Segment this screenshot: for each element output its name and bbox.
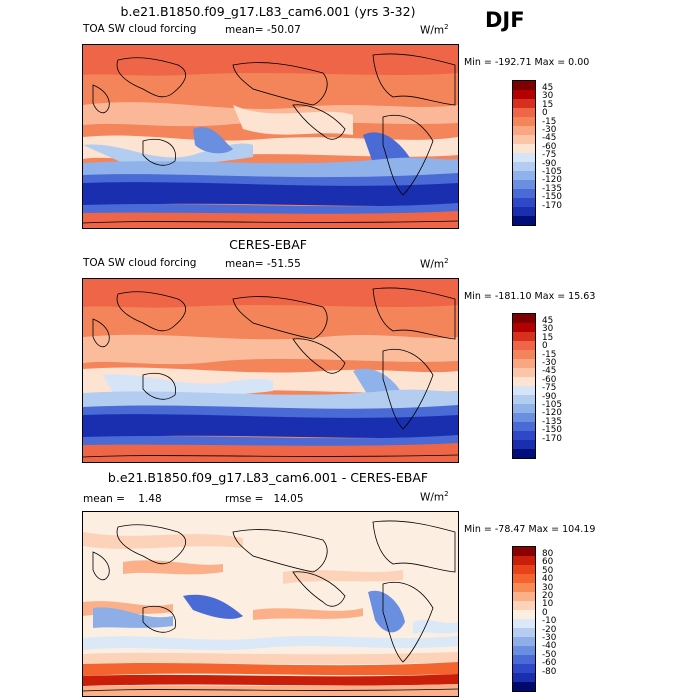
colorbar-tick: -135 [542, 416, 562, 427]
colorbar-tick: -50 [542, 649, 557, 660]
colorbar [512, 546, 536, 692]
colorbar-tick: 80 [542, 549, 554, 559]
colorbar-tick: -10 [542, 616, 557, 627]
colorbar-tick: -45 [542, 133, 557, 144]
panel-title: b.e21.B1850.f09_g17.L83_cam6.001 - CERES… [107, 470, 429, 485]
colorbar-tick-labels: 45 30 15 0 -15 -30 -45 -60 -75 -90 -105 … [542, 83, 562, 211]
min-max-label: Min = -181.10 Max = 15.63 [464, 291, 596, 302]
colorbar-tick: -60 [542, 658, 557, 669]
colorbar [512, 80, 536, 226]
colorbar-tick: -120 [542, 408, 562, 419]
min-max-label: Min = -192.71 Max = 0.00 [464, 57, 590, 68]
colorbar-tick: 45 [542, 83, 554, 93]
colorbar-tick: 50 [542, 565, 554, 576]
colorbar-tick: -40 [542, 641, 557, 652]
colorbar-tick: -75 [542, 383, 557, 394]
colorbar-tick-labels: 80 60 50 40 30 20 10 0 -10 -20 -30 -40 -… [542, 549, 557, 677]
colorbar-tick: -30 [542, 125, 557, 136]
map-plot [82, 278, 459, 463]
colorbar-tick: -170 [542, 200, 562, 211]
colorbar-tick: -30 [542, 358, 557, 369]
panel-title: CERES-EBAF [229, 237, 307, 252]
colorbar-tick: 0 [542, 607, 548, 618]
colorbar-tick: -75 [542, 150, 557, 161]
colorbar-tick: -120 [542, 175, 562, 186]
panel-title: b.e21.B1850.f09_g17.L83_cam6.001 (yrs 3-… [120, 4, 416, 19]
colorbar-tick: 20 [542, 591, 554, 602]
colorbar-tick: 60 [542, 557, 554, 568]
colorbar-tick: -150 [542, 192, 562, 203]
colorbar-tick: 0 [542, 108, 548, 119]
units-label: W/m2 [420, 23, 449, 37]
colorbar-tick: -60 [542, 141, 557, 152]
colorbar-tick: -150 [542, 425, 562, 436]
colorbar-tick: -15 [542, 349, 557, 360]
map-plot [82, 511, 459, 697]
colorbar-tick: -105 [542, 167, 562, 178]
colorbar-tick: -15 [542, 116, 557, 127]
colorbar-tick: 30 [542, 582, 554, 593]
colorbar-tick: 30 [542, 324, 554, 335]
colorbar-tick: -90 [542, 158, 557, 169]
colorbar-tick: -20 [542, 624, 557, 635]
colorbar-tick: -80 [542, 666, 557, 677]
colorbar-tick: -60 [542, 374, 557, 385]
colorbar-tick: -170 [542, 433, 562, 444]
colorbar-tick: 10 [542, 599, 554, 610]
colorbar-tick: -30 [542, 633, 557, 644]
colorbar-tick-labels: 45 30 15 0 -15 -30 -45 -60 -75 -90 -105 … [542, 316, 562, 444]
mean-label: mean= -50.07 [225, 24, 301, 36]
colorbar-tick: 0 [542, 341, 548, 352]
colorbar-tick: 15 [542, 332, 554, 343]
mean-label: mean= -51.55 [225, 258, 301, 270]
colorbar-tick: 40 [542, 574, 554, 585]
variable-label: TOA SW cloud forcing [83, 23, 197, 35]
season-label: DJF [485, 8, 525, 32]
colorbar-tick: 30 [542, 91, 554, 102]
mean-label: mean = 1.48 [83, 493, 162, 505]
colorbar-tick: 45 [542, 316, 554, 326]
units-label: W/m2 [420, 490, 449, 504]
min-max-label: Min = -78.47 Max = 104.19 [464, 524, 596, 535]
rmse-label: rmse = 14.05 [225, 493, 304, 505]
colorbar-tick: 15 [542, 99, 554, 110]
colorbar [512, 313, 536, 459]
map-plot [82, 44, 459, 229]
colorbar-tick: -135 [542, 183, 562, 194]
units-label: W/m2 [420, 257, 449, 271]
colorbar-tick: -105 [542, 400, 562, 411]
colorbar-tick: -90 [542, 391, 557, 402]
variable-label: TOA SW cloud forcing [83, 257, 197, 269]
colorbar-tick: -45 [542, 366, 557, 377]
